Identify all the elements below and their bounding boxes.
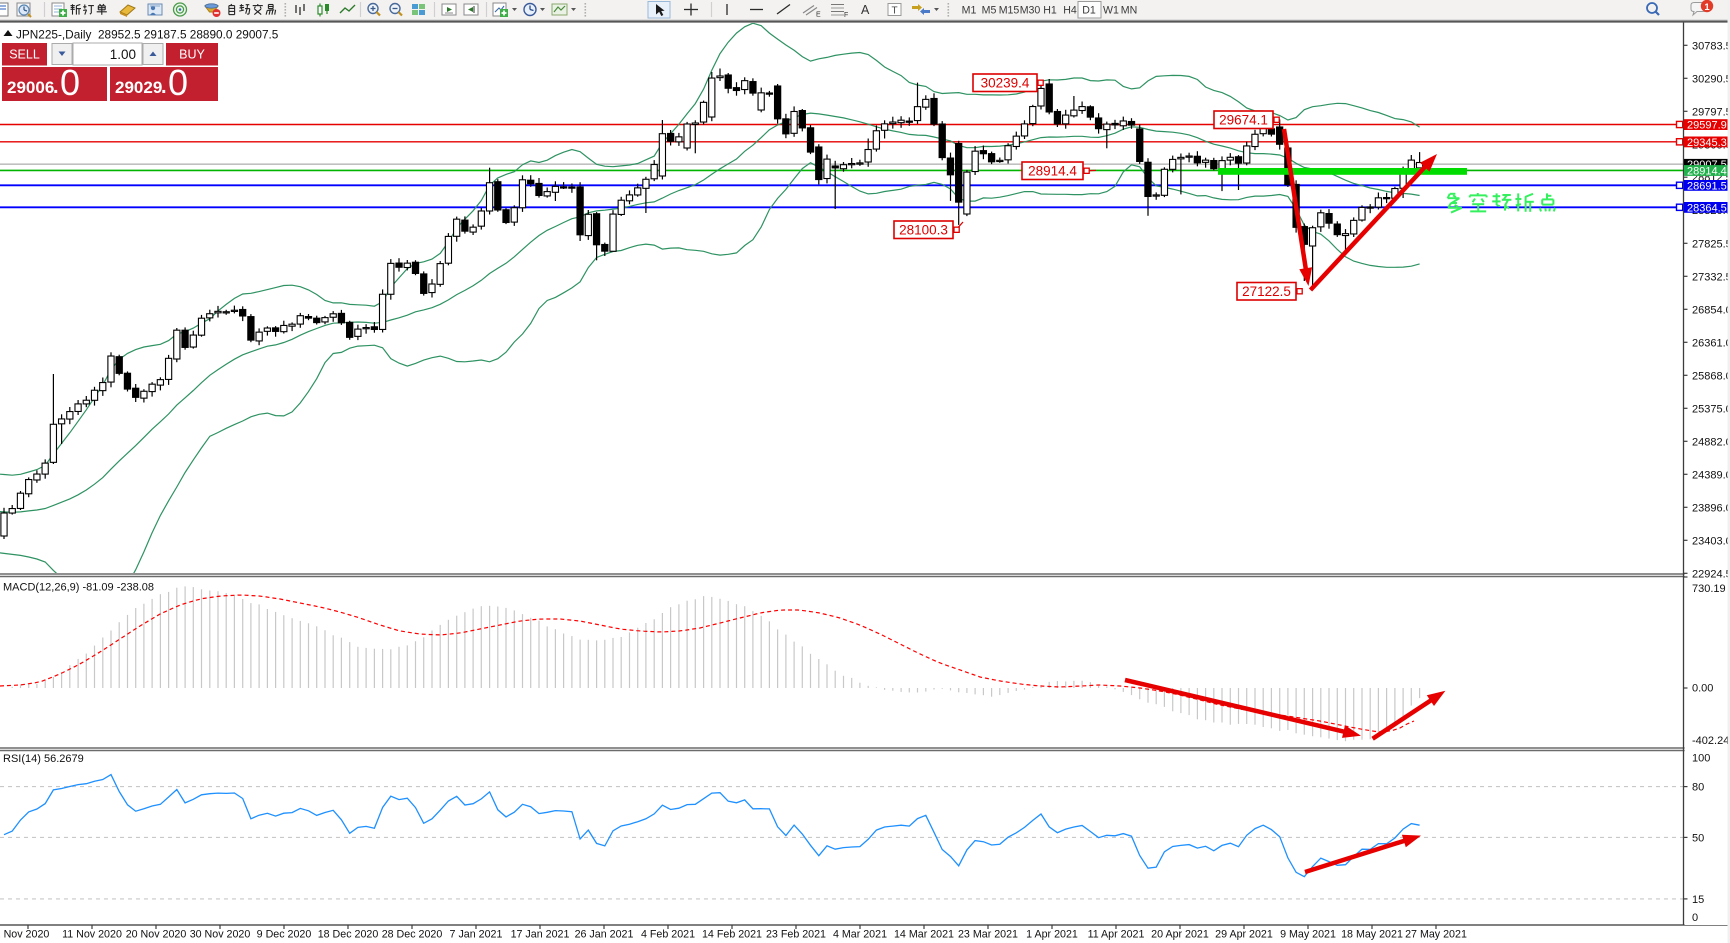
svg-text:1 Apr 2021: 1 Apr 2021	[1026, 929, 1078, 941]
svg-text:29006: 29006	[7, 78, 54, 97]
svg-text:2 Nov 2020: 2 Nov 2020	[0, 929, 49, 941]
svg-text:80: 80	[1692, 782, 1704, 794]
svg-text:28100.3: 28100.3	[899, 223, 948, 238]
svg-text:23403.0: 23403.0	[1692, 535, 1730, 547]
svg-text:24389.0: 24389.0	[1692, 469, 1730, 481]
svg-text:11 Apr 2021: 11 Apr 2021	[1088, 929, 1145, 941]
svg-text:23 Mar 2021: 23 Mar 2021	[958, 929, 1018, 941]
svg-text:F: F	[844, 12, 848, 19]
svg-text:M5: M5	[982, 5, 997, 17]
svg-text:29 Apr 2021: 29 Apr 2021	[1215, 929, 1273, 941]
svg-text:0: 0	[60, 62, 80, 103]
svg-text:27 May 2021: 27 May 2021	[1405, 929, 1467, 941]
svg-text:11 Nov 2020: 11 Nov 2020	[62, 929, 122, 941]
svg-text:29597.9: 29597.9	[1687, 120, 1727, 132]
svg-text:9 Dec 2020: 9 Dec 2020	[257, 929, 312, 941]
svg-text:7 Jan 2021: 7 Jan 2021	[450, 929, 503, 941]
svg-text:27332.5: 27332.5	[1692, 271, 1730, 283]
svg-text:MN: MN	[1121, 5, 1137, 17]
svg-text:W1: W1	[1103, 5, 1119, 17]
svg-text:0: 0	[1692, 912, 1698, 924]
svg-text:29029: 29029	[115, 78, 162, 97]
svg-text:28 Dec 2020: 28 Dec 2020	[382, 929, 443, 941]
svg-text:29674.1: 29674.1	[1219, 113, 1268, 128]
svg-text:D1: D1	[1082, 5, 1096, 17]
svg-text:0.00: 0.00	[1692, 683, 1713, 695]
svg-text:27825.5: 27825.5	[1692, 238, 1730, 250]
svg-text:50: 50	[1692, 832, 1704, 844]
svg-text:28364.5: 28364.5	[1687, 202, 1727, 214]
svg-text:A: A	[861, 3, 870, 17]
svg-text:26854.0: 26854.0	[1692, 304, 1730, 316]
svg-text:M1: M1	[962, 5, 977, 17]
svg-text:4 Feb 2021: 4 Feb 2021	[641, 929, 695, 941]
svg-text:24882.0: 24882.0	[1692, 436, 1730, 448]
svg-text:29345.3: 29345.3	[1687, 137, 1727, 149]
svg-text:E: E	[816, 12, 821, 19]
svg-text:30239.4: 30239.4	[981, 76, 1030, 91]
svg-text:17 Jan 2021: 17 Jan 2021	[511, 929, 570, 941]
svg-text:MACD(12,26,9) -81.09 -238.08: MACD(12,26,9) -81.09 -238.08	[3, 582, 154, 594]
svg-text:1: 1	[1704, 2, 1710, 13]
svg-text:26361.0: 26361.0	[1692, 337, 1730, 349]
svg-text:29797.5: 29797.5	[1692, 106, 1730, 118]
svg-text:30783.5: 30783.5	[1692, 40, 1730, 52]
svg-text:22924.5: 22924.5	[1692, 568, 1730, 580]
svg-text:100: 100	[1692, 753, 1710, 765]
svg-text:0: 0	[168, 62, 188, 103]
svg-text:23896.0: 23896.0	[1692, 502, 1730, 514]
svg-text:20 Apr 2021: 20 Apr 2021	[1151, 929, 1209, 941]
svg-text:28914.4: 28914.4	[1028, 164, 1077, 179]
svg-text:15: 15	[1692, 894, 1704, 906]
svg-text:18 May 2021: 18 May 2021	[1341, 929, 1403, 941]
svg-text:JPN225-,Daily 28952.5 29187.5: JPN225-,Daily 28952.5 29187.5 28890.0 29…	[16, 28, 279, 42]
svg-text:26 Jan 2021: 26 Jan 2021	[575, 929, 634, 941]
svg-text:BUY: BUY	[179, 48, 205, 62]
svg-text:28914.4: 28914.4	[1687, 165, 1727, 177]
svg-text:.: .	[161, 76, 167, 98]
svg-text:-402.24: -402.24	[1692, 735, 1729, 747]
svg-text:1.00: 1.00	[110, 47, 136, 62]
svg-text:M15: M15	[999, 5, 1020, 17]
svg-text:SELL: SELL	[9, 48, 40, 62]
svg-text:25868.0: 25868.0	[1692, 370, 1730, 382]
svg-text:25375.0: 25375.0	[1692, 403, 1730, 415]
svg-text:H1: H1	[1043, 5, 1057, 17]
svg-text:730.19: 730.19	[1692, 583, 1726, 595]
svg-text:4 Mar 2021: 4 Mar 2021	[833, 929, 887, 941]
svg-text:18 Dec 2020: 18 Dec 2020	[318, 929, 379, 941]
svg-text:14 Feb 2021: 14 Feb 2021	[702, 929, 762, 941]
svg-text:RSI(14) 56.2679: RSI(14) 56.2679	[3, 753, 84, 765]
svg-text:H4: H4	[1063, 5, 1077, 17]
svg-text:14 Mar 2021: 14 Mar 2021	[894, 929, 954, 941]
svg-text:28691.5: 28691.5	[1687, 180, 1727, 192]
svg-text:T: T	[891, 6, 897, 17]
svg-text:27122.5: 27122.5	[1242, 284, 1291, 299]
svg-text:9 May 2021: 9 May 2021	[1280, 929, 1336, 941]
svg-text:.: .	[53, 76, 59, 98]
svg-text:30 Nov 2020: 30 Nov 2020	[190, 929, 251, 941]
svg-text:23 Feb 2021: 23 Feb 2021	[766, 929, 826, 941]
svg-text:M30: M30	[1020, 5, 1041, 17]
svg-text:30290.5: 30290.5	[1692, 73, 1730, 85]
svg-text:20 Nov 2020: 20 Nov 2020	[126, 929, 187, 941]
